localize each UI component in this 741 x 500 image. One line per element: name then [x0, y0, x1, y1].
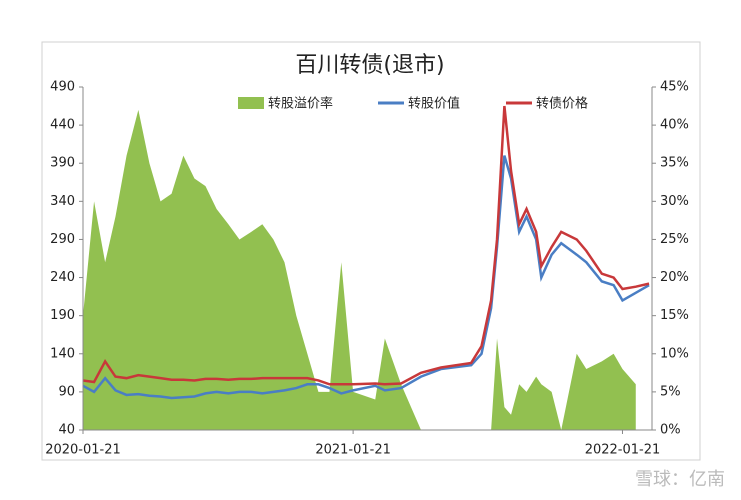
plot-axes	[82, 87, 653, 431]
y2-tick-label: 40%	[660, 118, 689, 133]
y2-tick-label: 15%	[660, 308, 689, 323]
chart-title: 百川转债(退市)	[295, 53, 444, 78]
y-tick-label: 140	[50, 346, 75, 361]
watermark: 雪球：亿南	[635, 469, 725, 490]
legend-swatch	[238, 97, 264, 109]
series-line	[82, 105, 650, 386]
y-tick-label: 340	[50, 194, 75, 209]
y2-tick-label: 5%	[660, 384, 681, 399]
x-tick-label: 2022-01-21	[585, 443, 661, 458]
y-tick-label: 490	[50, 80, 75, 95]
y2-tick-label: 45%	[660, 80, 689, 95]
y2-tick-label: 20%	[660, 270, 689, 285]
chart-frame	[41, 41, 701, 461]
y-tick-label: 40	[58, 423, 75, 438]
series-line	[82, 155, 650, 400]
x-tick-label: 2021-01-21	[315, 443, 391, 458]
y-tick-label: 190	[50, 308, 75, 323]
legend-label: 转股溢价率	[268, 96, 333, 112]
legend-label: 转股价值	[408, 96, 460, 112]
y2-tick-label: 30%	[660, 194, 689, 209]
y2-tick-label: 10%	[660, 346, 689, 361]
premium-area	[83, 109, 636, 430]
y-tick-label: 240	[50, 270, 75, 285]
x-tick-label: 2020-01-21	[45, 443, 121, 458]
y2-tick-label: 25%	[660, 232, 689, 247]
y2-tick-label: 0%	[660, 423, 681, 438]
y-tick-label: 390	[50, 156, 75, 171]
y-tick-label: 440	[50, 118, 75, 133]
legend-label: 转债价格	[536, 96, 588, 112]
y-tick-label: 290	[50, 232, 75, 247]
y-tick-label: 90	[58, 384, 75, 399]
y2-tick-label: 35%	[660, 156, 689, 171]
